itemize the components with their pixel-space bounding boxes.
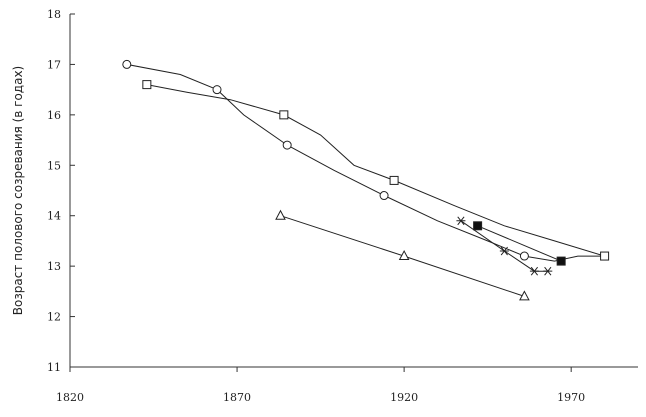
x-tick-label: 1920 xyxy=(390,391,418,404)
x-tick-label: 1970 xyxy=(557,391,585,404)
series-layer xyxy=(122,59,610,301)
y-tick-label: 18 xyxy=(47,8,61,21)
point-circle-open xyxy=(212,85,222,95)
y-tick-label: 13 xyxy=(47,260,61,273)
y-tick-label: 11 xyxy=(47,361,61,374)
x-tick-label: 1820 xyxy=(56,391,84,404)
series-line xyxy=(460,220,548,272)
y-tick-label: 15 xyxy=(47,159,61,172)
series-square-filled xyxy=(473,221,566,266)
point-square-filled xyxy=(473,221,483,231)
point-square-open xyxy=(600,251,610,261)
point-circle-open xyxy=(282,140,292,150)
point-triangle-open xyxy=(519,290,530,301)
series-square-open xyxy=(142,80,610,261)
point-asterisk xyxy=(529,266,539,276)
y-tick-label: 17 xyxy=(47,58,61,71)
y-axis-title: Возраст полового созревания (в годах) xyxy=(11,66,25,315)
point-triangle-open xyxy=(398,249,410,261)
series-circle-open xyxy=(122,59,605,262)
point-circle-open xyxy=(379,191,389,201)
y-tick-label: 14 xyxy=(47,210,61,223)
point-asterisk xyxy=(456,216,466,226)
point-square-open xyxy=(142,80,152,90)
point-asterisk xyxy=(543,266,553,276)
point-square-filled xyxy=(556,256,566,266)
point-triangle-open xyxy=(275,209,286,220)
point-square-open xyxy=(279,110,289,120)
y-tick-label: 12 xyxy=(47,311,61,324)
series-line xyxy=(477,225,562,262)
series-line xyxy=(146,84,605,257)
point-asterisk xyxy=(499,246,509,256)
point-circle-open xyxy=(122,59,132,69)
y-tick-label: 16 xyxy=(47,109,61,122)
axes: 11 12 13 14 15 16 17 18 1820 1870 1920 1970 xyxy=(47,8,638,404)
x-tick-label: 1870 xyxy=(223,391,251,404)
point-square-open xyxy=(389,175,399,185)
series-asterisk xyxy=(456,216,553,276)
series-triangle-open xyxy=(275,209,530,301)
point-circle-open xyxy=(519,251,529,261)
